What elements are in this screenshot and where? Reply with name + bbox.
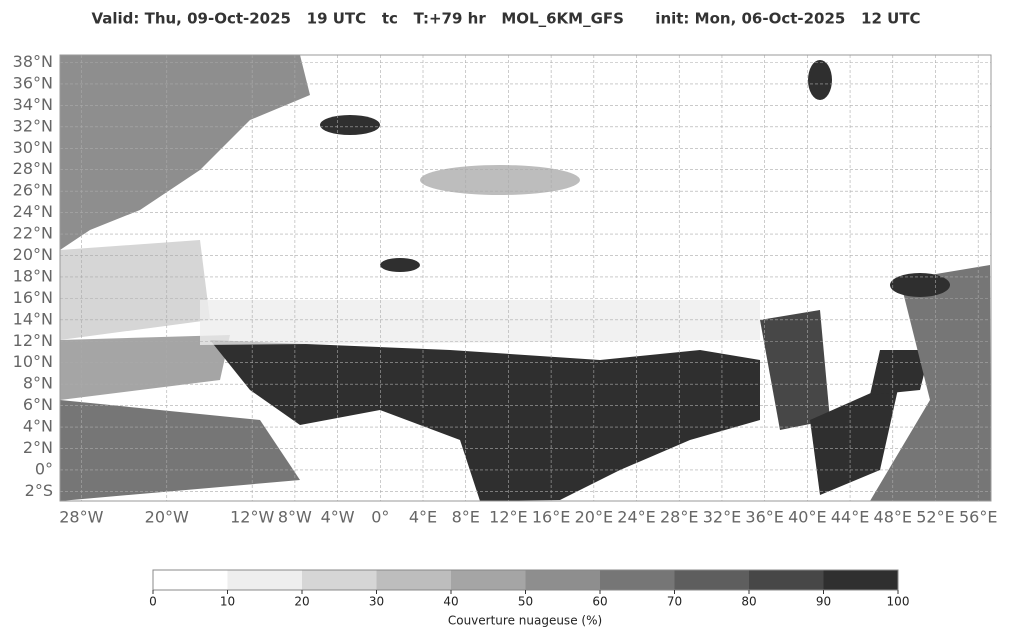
lon-tick-label: 28°W bbox=[59, 508, 103, 527]
colorbar-segment bbox=[749, 570, 824, 590]
lat-tick-label: 0° bbox=[35, 459, 53, 478]
lat-tick-label: 20°N bbox=[13, 245, 53, 264]
colorbar-segment bbox=[376, 570, 451, 590]
colorbar-segment bbox=[302, 570, 377, 590]
lat-tick-label: 12°N bbox=[13, 331, 53, 350]
colorbar-tick-label: 90 bbox=[816, 595, 831, 609]
lat-tick-label: 8°N bbox=[23, 374, 53, 393]
lat-tick-label: 16°N bbox=[13, 288, 53, 307]
colorbar-segment bbox=[227, 570, 302, 590]
lat-tick-label: 36°N bbox=[13, 73, 53, 92]
colorbar-tick-label: 50 bbox=[518, 595, 533, 609]
colorbar-tick-label: 70 bbox=[667, 595, 682, 609]
lat-tick-label: 2°N bbox=[23, 438, 53, 457]
colorbar-tick-label: 10 bbox=[220, 595, 235, 609]
lat-tick-label: 14°N bbox=[13, 309, 53, 328]
lat-tick-label: 22°N bbox=[13, 224, 53, 243]
colorbar-segment bbox=[153, 570, 228, 590]
colorbar-tick-label: 20 bbox=[294, 595, 309, 609]
lon-tick-label: 40°E bbox=[788, 508, 826, 527]
lat-tick-label: 32°N bbox=[13, 116, 53, 135]
lon-tick-label: 48°E bbox=[874, 508, 912, 527]
lon-tick-label: 36°E bbox=[745, 508, 783, 527]
lon-tick-label: 20°W bbox=[145, 508, 189, 527]
graticule: 38°N 36°N 34°N 32°N 30°N 28°N 26°N 24°N 22°N 20°N… bbox=[13, 52, 998, 526]
colorbar-segment bbox=[600, 570, 675, 590]
lon-tick-label: 12°W bbox=[230, 508, 274, 527]
lon-tick-label: 4°E bbox=[409, 508, 437, 527]
colorbar: 0 10 20 30 40 50 60 70 80 90 100 bbox=[149, 569, 910, 609]
lat-tick-label: 28°N bbox=[13, 159, 53, 178]
cloud-field bbox=[60, 55, 991, 501]
colorbar-segment bbox=[525, 570, 600, 590]
colorbar-tick-label: 80 bbox=[741, 595, 756, 609]
lat-tick-label: 18°N bbox=[13, 266, 53, 285]
colorbar-tick-label: 30 bbox=[369, 595, 384, 609]
lon-tick-label: 8°W bbox=[278, 508, 312, 527]
lat-tick-label: 6°N bbox=[23, 395, 53, 414]
lat-tick-label: 10°N bbox=[13, 352, 53, 371]
lon-tick-label: 44°E bbox=[831, 508, 869, 527]
lon-tick-label: 16°E bbox=[532, 508, 570, 527]
colorbar-label: Couverture nuageuse (%) bbox=[448, 614, 602, 628]
colorbar-segment bbox=[823, 570, 898, 590]
lon-tick-label: 8°E bbox=[452, 508, 480, 527]
lon-tick-label: 56°E bbox=[959, 508, 997, 527]
lat-tick-label: 24°N bbox=[13, 202, 53, 221]
lon-tick-label: 0° bbox=[371, 508, 389, 527]
map-frame bbox=[59, 54, 992, 502]
lat-tick-label: 34°N bbox=[13, 95, 53, 114]
lat-tick-label: 26°N bbox=[13, 181, 53, 200]
colorbar-segment bbox=[674, 570, 749, 590]
lat-tick-label: 30°N bbox=[13, 138, 53, 157]
colorbar-tick-label: 0 bbox=[149, 595, 157, 609]
lon-tick-label: 32°E bbox=[703, 508, 741, 527]
lon-tick-label: 12°E bbox=[489, 508, 527, 527]
colorbar-tick-label: 100 bbox=[887, 595, 910, 609]
lat-tick-label: 38°N bbox=[13, 52, 53, 71]
lon-tick-label: 24°E bbox=[617, 508, 655, 527]
colorbar-tick-label: 60 bbox=[592, 595, 607, 609]
colorbar-tick-label: 40 bbox=[443, 595, 458, 609]
title: Valid: Thu, 09-Oct-2025 19 UTC tc T:+79 … bbox=[91, 10, 920, 28]
lon-tick-label: 28°E bbox=[660, 508, 698, 527]
lon-tick-label: 52°E bbox=[916, 508, 954, 527]
lat-tick-label: 4°N bbox=[23, 417, 53, 436]
lon-tick-label: 20°E bbox=[575, 508, 613, 527]
lon-tick-label: 4°W bbox=[321, 508, 355, 527]
colorbar-segment bbox=[451, 570, 526, 590]
lat-tick-label: 2°S bbox=[25, 481, 53, 500]
